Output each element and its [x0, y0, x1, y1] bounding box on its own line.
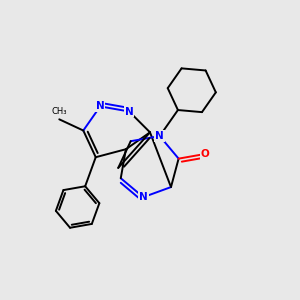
- Text: N: N: [139, 192, 148, 202]
- Text: N: N: [96, 101, 105, 111]
- Text: O: O: [200, 149, 209, 159]
- Text: N: N: [155, 131, 164, 141]
- Text: N: N: [125, 106, 134, 116]
- Text: CH₃: CH₃: [52, 107, 67, 116]
